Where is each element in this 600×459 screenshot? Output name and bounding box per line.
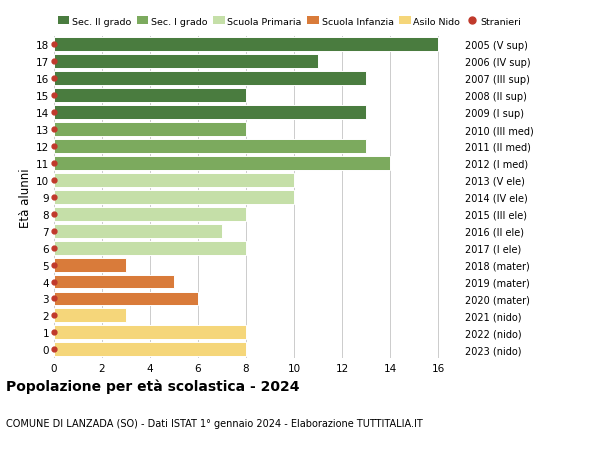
Bar <box>54 241 246 255</box>
Bar <box>54 72 366 86</box>
Y-axis label: Età alunni: Età alunni <box>19 168 32 227</box>
Legend: Sec. II grado, Sec. I grado, Scuola Primaria, Scuola Infanzia, Asilo Nido, Stran: Sec. II grado, Sec. I grado, Scuola Prim… <box>54 14 524 30</box>
Bar <box>54 292 198 306</box>
Bar <box>54 342 246 357</box>
Bar <box>54 174 294 187</box>
Bar <box>54 140 366 154</box>
Bar <box>54 123 246 137</box>
Bar <box>54 309 126 323</box>
Bar <box>54 55 318 69</box>
Bar <box>54 326 246 340</box>
Text: Popolazione per età scolastica - 2024: Popolazione per età scolastica - 2024 <box>6 379 299 393</box>
Bar <box>54 258 126 272</box>
Bar <box>54 207 246 221</box>
Bar <box>54 157 390 170</box>
Bar <box>54 89 246 103</box>
Y-axis label: Anni di nascita: Anni di nascita <box>597 154 600 241</box>
Bar <box>54 38 438 52</box>
Bar <box>54 275 174 289</box>
Text: COMUNE DI LANZADA (SO) - Dati ISTAT 1° gennaio 2024 - Elaborazione TUTTITALIA.IT: COMUNE DI LANZADA (SO) - Dati ISTAT 1° g… <box>6 418 423 428</box>
Bar <box>54 190 294 204</box>
Bar <box>54 224 222 238</box>
Bar <box>54 106 366 120</box>
